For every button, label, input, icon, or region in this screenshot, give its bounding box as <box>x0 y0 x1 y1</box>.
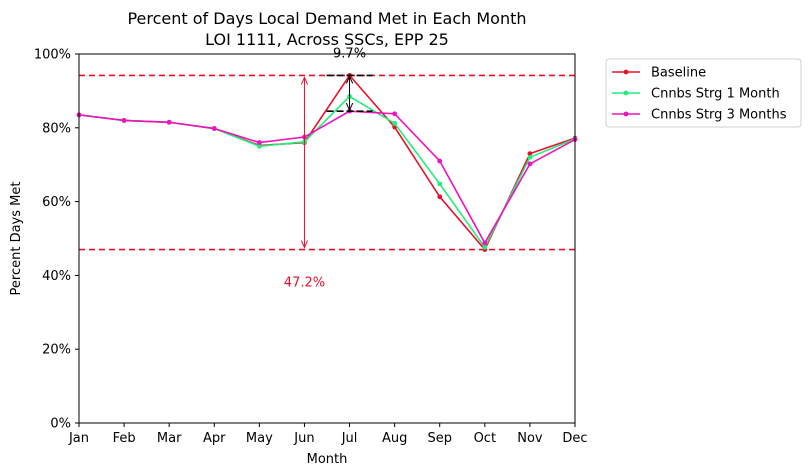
data-point <box>166 119 172 125</box>
data-point <box>437 181 443 187</box>
data-point <box>527 154 533 160</box>
data-point <box>121 118 127 123</box>
data-point <box>256 143 262 149</box>
x-tick-label: Mar <box>157 431 182 446</box>
x-tick-label: Jun <box>293 431 314 446</box>
chart-title: Percent of Days Local Demand Met in Each… <box>127 9 526 28</box>
legend-marker <box>623 90 629 96</box>
annotation-label: 47.2% <box>284 276 325 291</box>
y-tick-label: 60% <box>42 195 71 210</box>
data-point <box>256 140 262 145</box>
x-axis-label: Month <box>307 452 348 467</box>
series-line <box>78 95 576 249</box>
series-line <box>78 110 576 245</box>
data-point <box>527 151 533 157</box>
x-tick-label: May <box>246 431 273 446</box>
data-point <box>482 244 488 250</box>
x-tick-label: Sep <box>427 431 452 446</box>
y-tick-label: 100% <box>34 48 71 63</box>
y-tick-label: 40% <box>42 269 71 284</box>
legend-marker <box>623 111 629 117</box>
x-tick-label: Apr <box>203 431 226 446</box>
data-point <box>211 126 217 131</box>
x-tick-label: Dec <box>562 431 587 446</box>
series-line <box>78 74 576 252</box>
legend-frame <box>605 58 802 128</box>
plot-area <box>78 53 576 424</box>
y-tick-label: 80% <box>42 121 71 136</box>
legend-marker <box>623 69 629 75</box>
x-tick-label: Oct <box>474 431 496 446</box>
data-point <box>392 120 398 126</box>
data-point <box>392 111 398 117</box>
y-tick-label: 0% <box>50 417 71 432</box>
y-tick-label: 20% <box>42 343 71 358</box>
legend-label: Cnnbs Strg 1 Month <box>651 87 780 102</box>
y-axis-label: Percent Days Met <box>9 182 24 296</box>
data-point <box>437 194 443 200</box>
x-tick-label: Jul <box>341 431 358 446</box>
x-tick-label: Aug <box>382 431 407 446</box>
x-tick-label: Feb <box>113 431 136 446</box>
data-point <box>482 240 488 246</box>
legend: Baseline Cnnbs Strg 1 Month Cnnbs Strg 3 M… <box>605 58 802 128</box>
legend-label: Baseline <box>651 66 706 81</box>
chart-subtitle: LOI 1111, Across SSCs, EPP 25 <box>205 30 449 49</box>
data-point <box>437 158 443 164</box>
data-point <box>527 161 533 167</box>
x-tick-label: Nov <box>517 431 543 446</box>
x-tick-label: Jan <box>68 431 89 446</box>
legend-label: Cnnbs Strg 3 Months <box>651 108 787 123</box>
